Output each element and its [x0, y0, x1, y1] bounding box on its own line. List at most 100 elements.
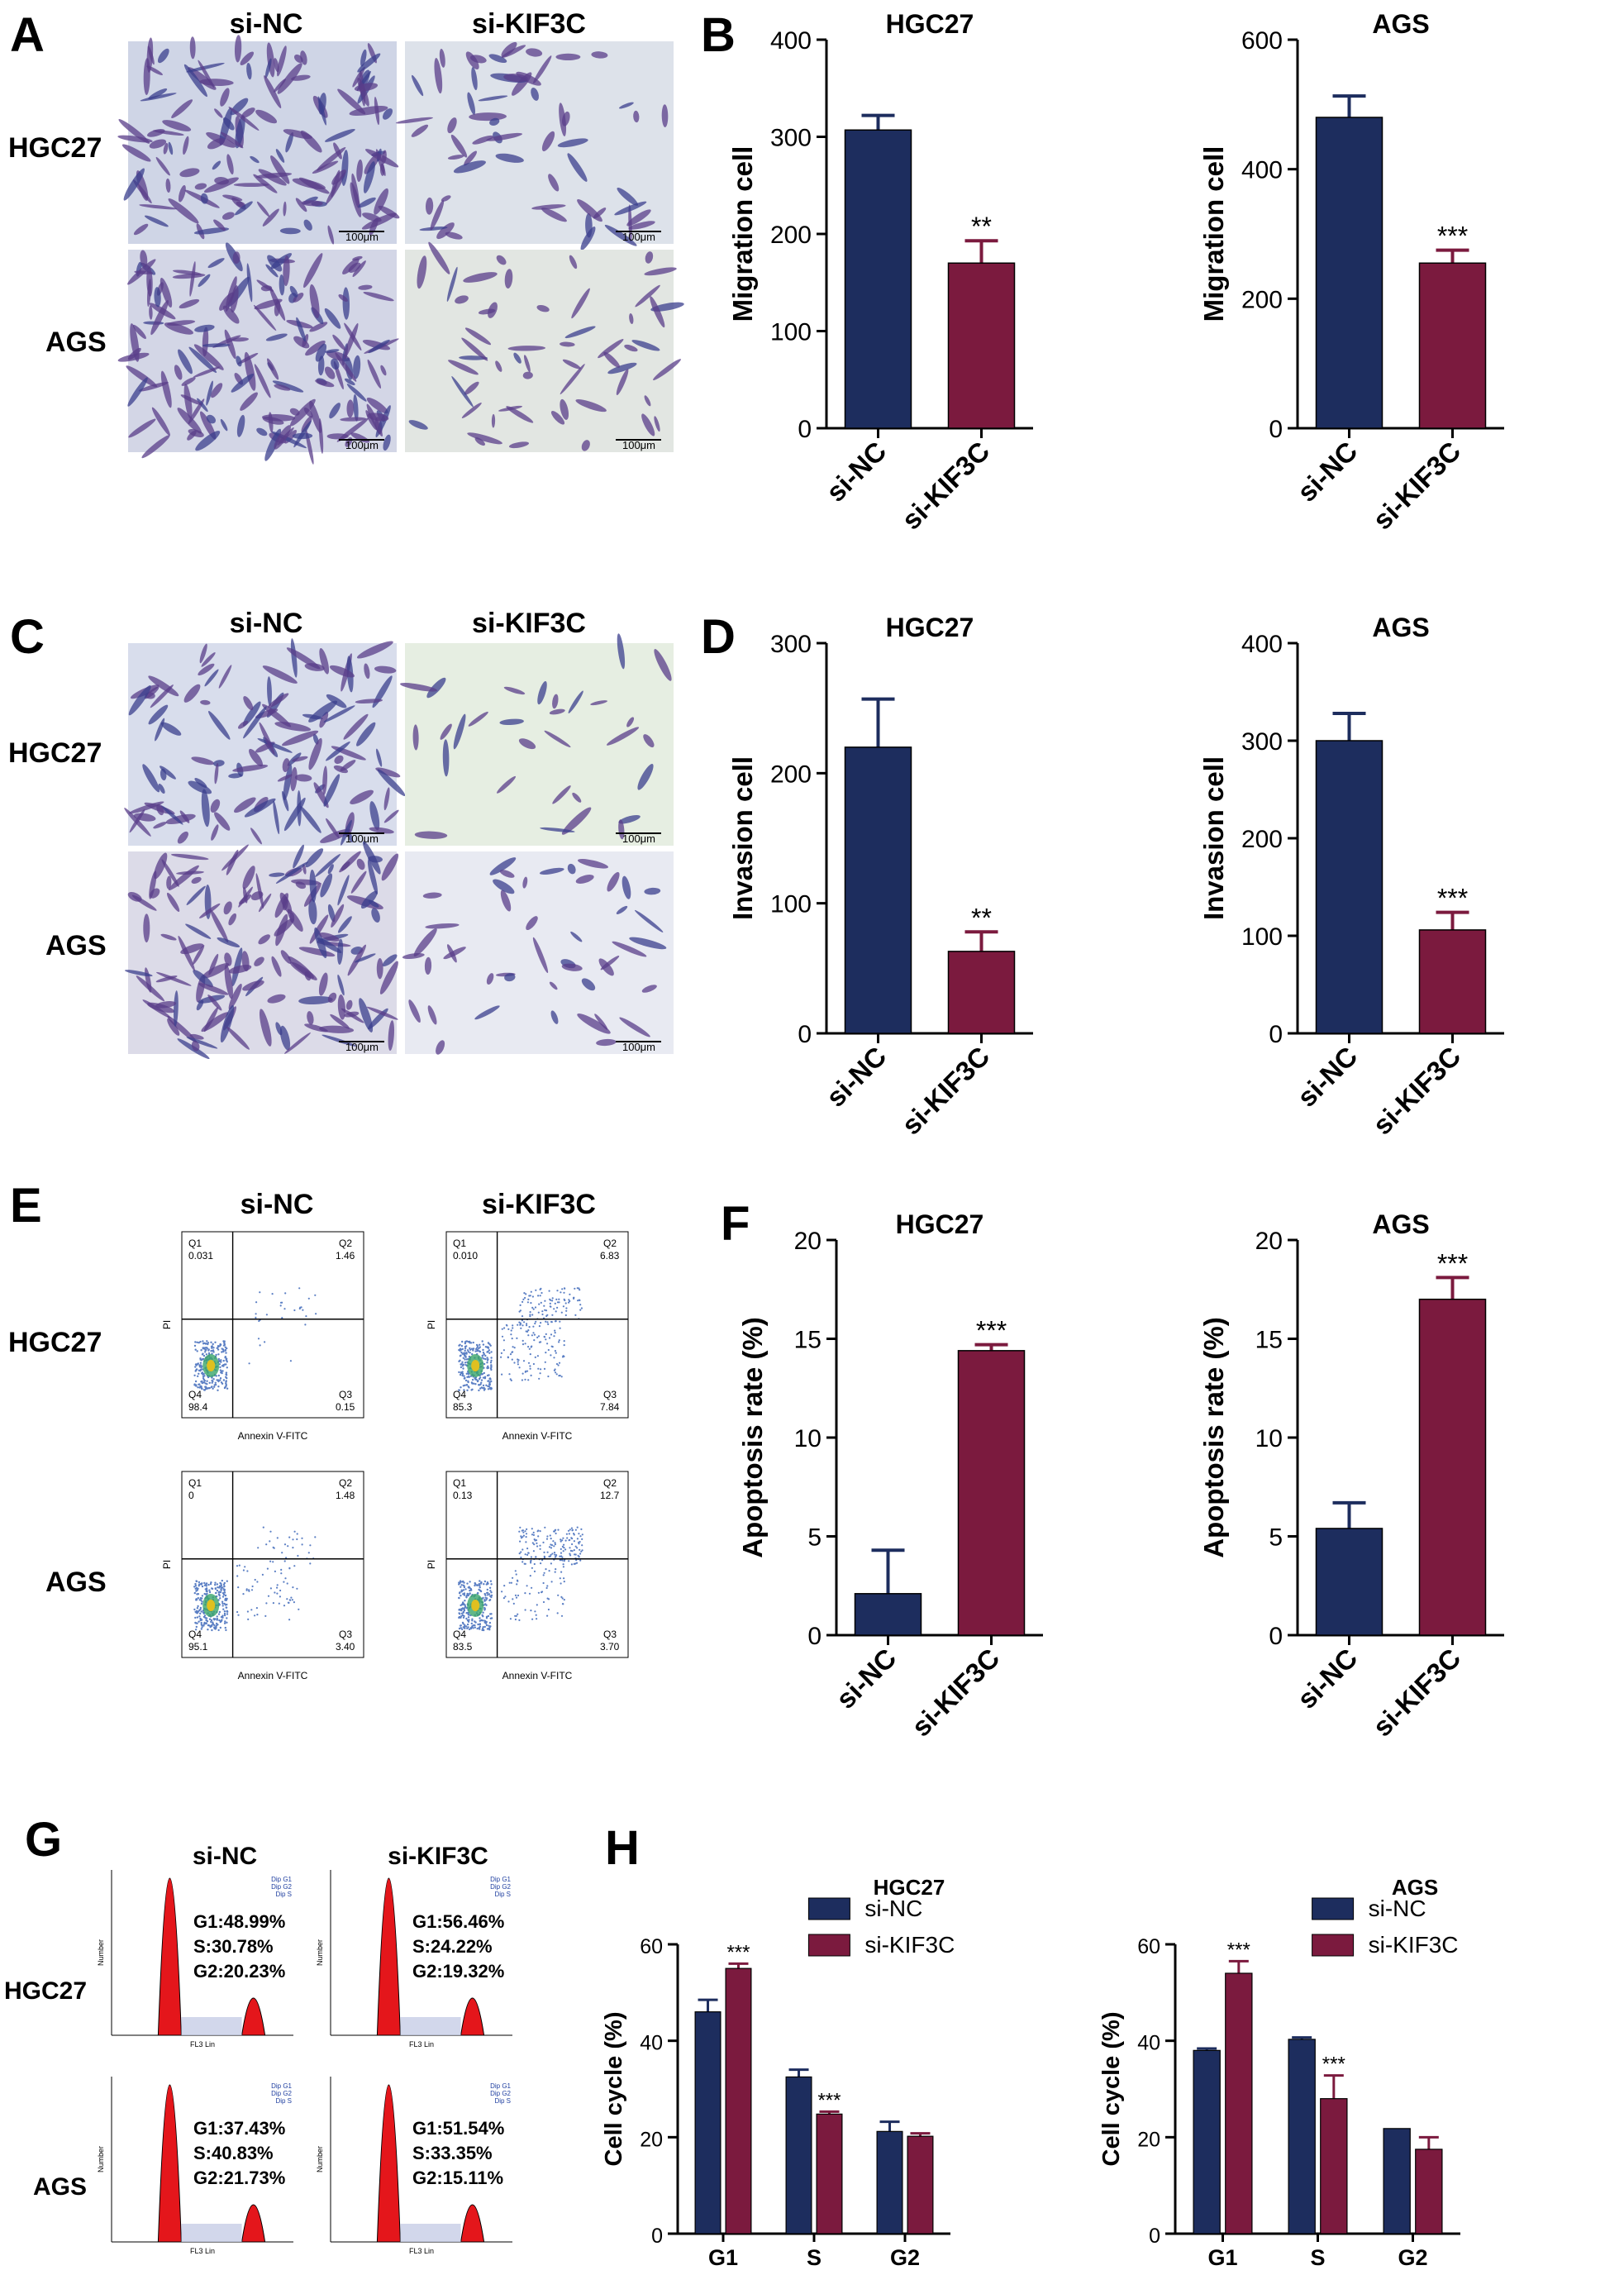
stained-cell: [560, 341, 575, 347]
stained-cell: [213, 219, 226, 231]
stained-cell: [650, 296, 665, 328]
event-dot: [568, 1301, 570, 1304]
event-dot: [217, 1389, 219, 1392]
scale-bar-label: 100μm: [622, 231, 655, 243]
stained-cell: [234, 35, 242, 63]
stained-cell: [634, 909, 664, 932]
event-dot: [483, 1609, 486, 1611]
stained-cell: [493, 879, 515, 894]
g1-percentage: G1:51.54%: [412, 2118, 504, 2139]
event-dot: [481, 1614, 483, 1617]
stained-cell: [402, 953, 425, 959]
x-tick-label: si-NC: [830, 1643, 902, 1715]
stained-cell: [555, 53, 581, 60]
event-dot: [218, 1360, 221, 1362]
stained-cell: [468, 711, 488, 727]
stained-cell: [340, 417, 367, 422]
event-dot: [219, 1591, 222, 1594]
stained-cell: [274, 384, 291, 391]
stained-cell: [254, 956, 264, 966]
event-dot: [255, 1607, 258, 1610]
event-dot: [195, 1580, 198, 1583]
stained-cell: [290, 638, 298, 678]
event-dot: [558, 1341, 560, 1343]
bar-si-KIF3C: [1418, 262, 1487, 429]
panel-letter-c: C: [10, 610, 45, 664]
flow-y-axis-label: PI: [426, 1320, 437, 1329]
event-dot: [286, 1582, 288, 1585]
stained-cell: [194, 183, 207, 190]
event-dot: [476, 1350, 479, 1352]
stained-cell: [204, 669, 219, 687]
stained-cell: [274, 300, 281, 317]
stained-cell: [380, 365, 387, 376]
chart-title: AGS: [1372, 9, 1429, 39]
event-dot: [214, 1591, 217, 1595]
legend-label: si-KIF3C: [1369, 1932, 1459, 1958]
event-dot: [225, 1374, 228, 1376]
stained-cell: [503, 686, 526, 695]
x-tick-label: si-NC: [820, 1041, 892, 1113]
event-dot: [539, 1548, 541, 1550]
stained-cell: [138, 382, 169, 392]
event-dot: [220, 1615, 223, 1619]
stained-cell: [360, 49, 367, 67]
stained-cell: [629, 937, 667, 950]
event-dot: [472, 1341, 474, 1344]
event-dot: [193, 1608, 196, 1611]
event-dot: [544, 1361, 546, 1363]
event-dot: [526, 1553, 529, 1556]
flow-plot-frame: [445, 1471, 629, 1658]
stained-cell: [356, 722, 376, 746]
event-dot: [463, 1594, 466, 1596]
stained-cell: [353, 355, 361, 379]
event-dot: [464, 1347, 467, 1350]
x-tick-label: si-KIF3C: [1367, 1643, 1467, 1743]
event-dot: [474, 1583, 477, 1586]
bar-si-NC-S: [785, 2076, 812, 2234]
event-dot: [459, 1624, 462, 1627]
stained-cell: [450, 134, 468, 158]
stained-cell: [604, 224, 637, 246]
event-dot: [197, 1597, 199, 1600]
event-dot: [548, 1555, 550, 1557]
stained-cell: [241, 107, 255, 118]
histogram-legend-g2: Dip G2: [271, 1883, 292, 1891]
event-dot: [519, 1540, 521, 1543]
x-tick-label: S: [1310, 2245, 1325, 2270]
stained-cell: [624, 344, 638, 352]
event-dot: [458, 1612, 460, 1614]
stained-cell: [282, 758, 290, 773]
stained-cell: [272, 380, 304, 393]
event-dot: [458, 1596, 460, 1600]
stained-cell: [570, 931, 583, 942]
event-dot: [212, 1347, 215, 1349]
event-dot: [507, 1600, 510, 1603]
quadrant-q1-name: Q1: [188, 1238, 202, 1249]
event-dot: [532, 1550, 536, 1552]
event-dot: [226, 1347, 228, 1350]
event-dot: [262, 1526, 264, 1529]
event-dot: [556, 1306, 559, 1309]
event-dot: [198, 1615, 201, 1618]
stained-cell: [257, 738, 293, 753]
event-dot: [489, 1613, 492, 1615]
event-dot: [490, 1365, 493, 1368]
panel-c-col-label-si-nc: si-NC: [230, 608, 303, 639]
stained-cell: [153, 822, 167, 829]
quadrant-q1-value: 0.031: [188, 1250, 213, 1262]
stained-cell: [264, 428, 282, 461]
g1-peak: [376, 2084, 401, 2243]
event-dot: [211, 1345, 213, 1347]
event-dot: [225, 1371, 228, 1374]
event-dot: [196, 1622, 198, 1624]
event-dot: [563, 1599, 565, 1601]
stained-cell: [254, 364, 271, 398]
event-dot: [471, 1626, 474, 1629]
stained-cell: [317, 96, 326, 126]
panel-a-col-label-si-nc: si-NC: [230, 8, 303, 40]
event-dot: [562, 1537, 564, 1539]
panel-letter-b: B: [701, 8, 736, 62]
x-tick-label: S: [807, 2245, 822, 2270]
event-dot: [211, 1624, 213, 1628]
